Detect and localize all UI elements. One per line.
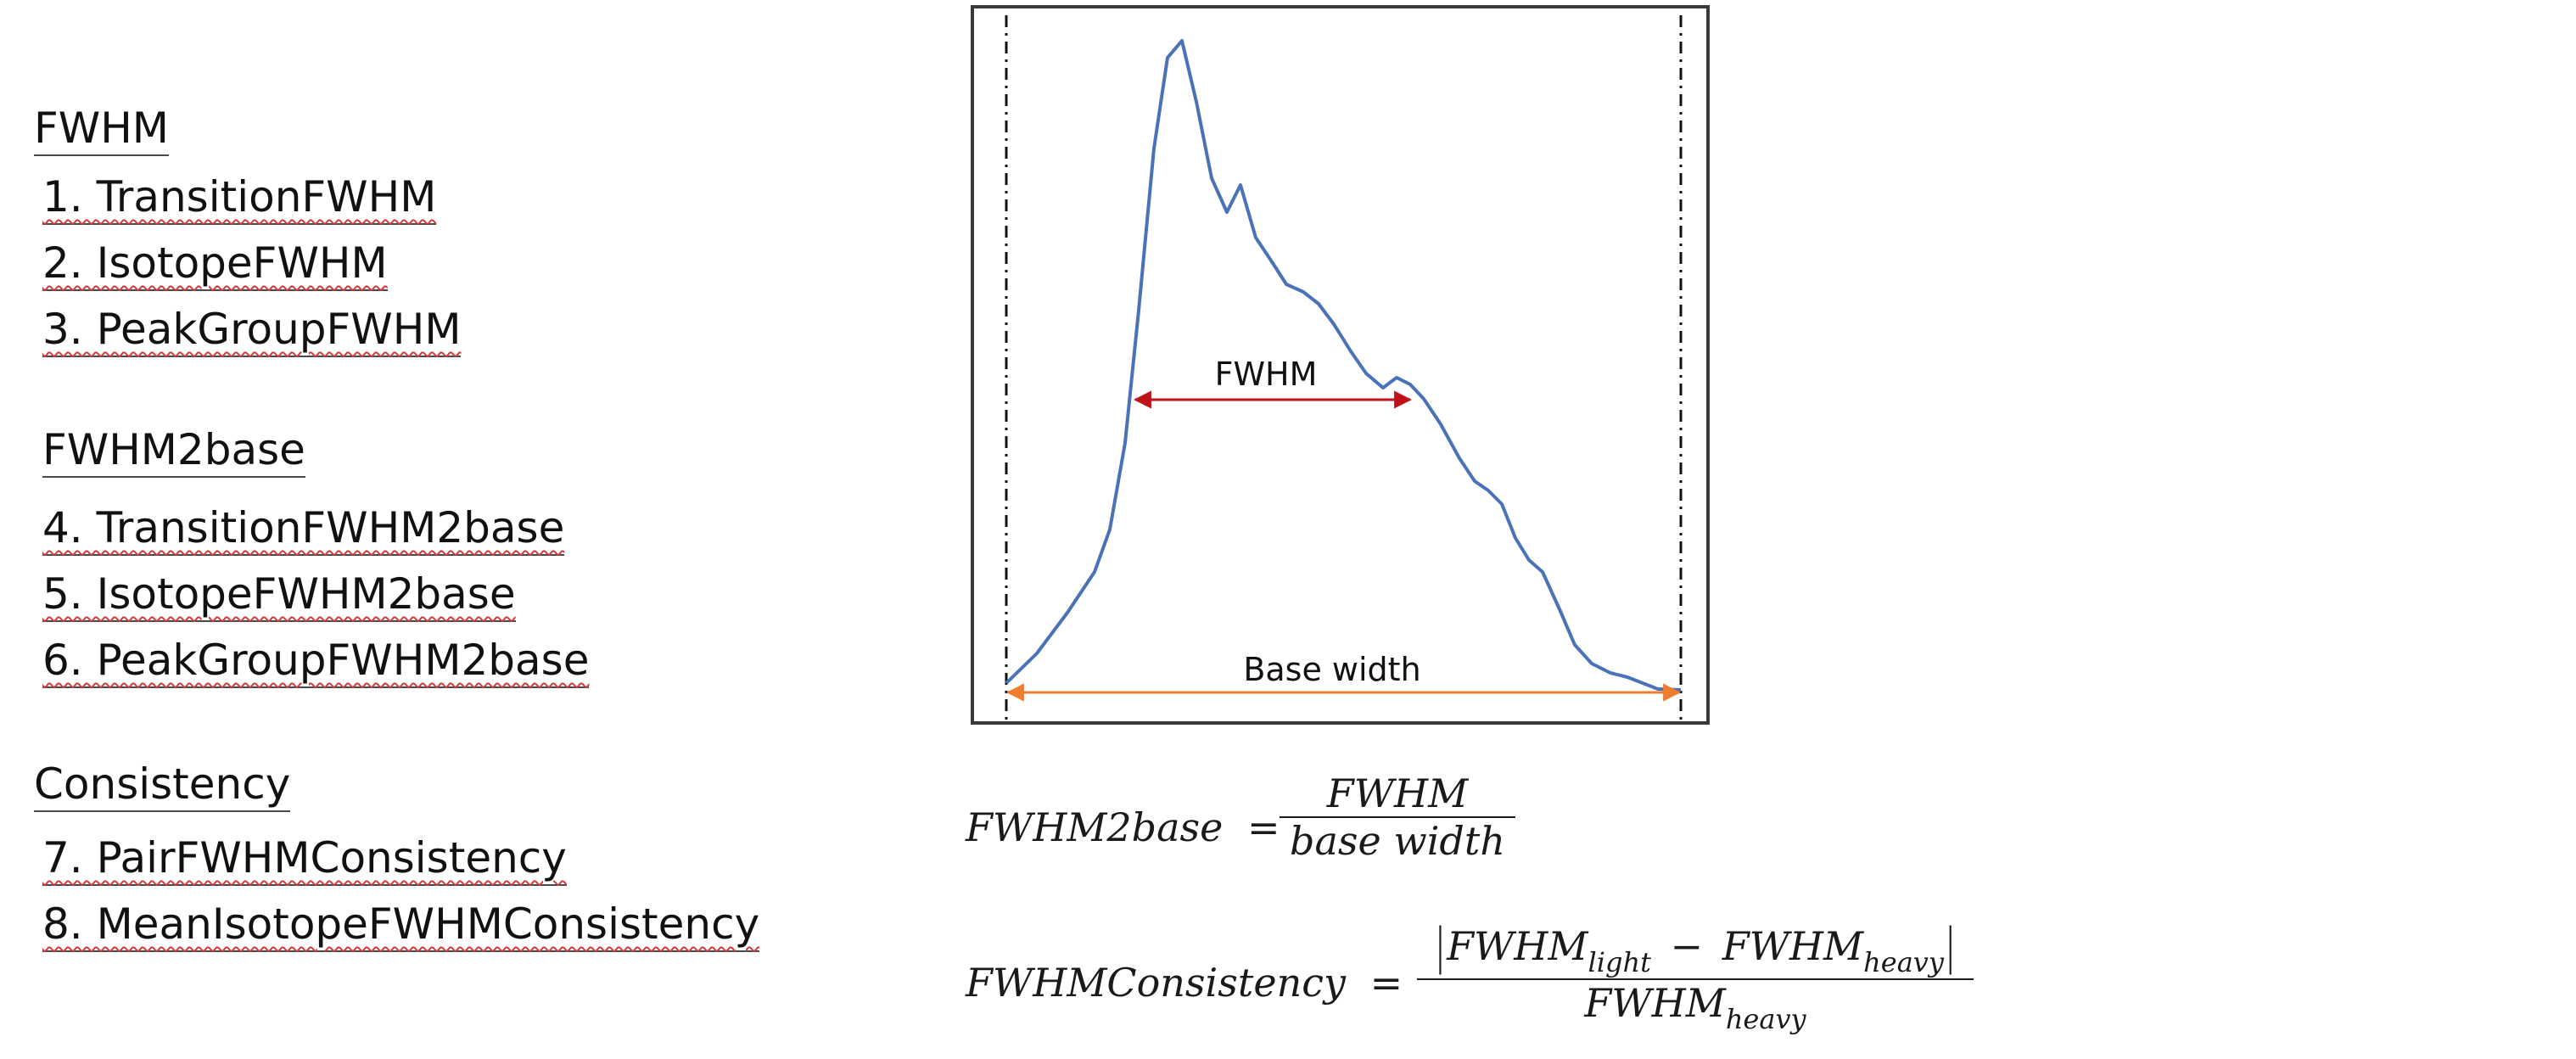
formula-consistency-equals: = <box>1369 960 1403 1006</box>
den-fwhm: FWHM <box>1584 980 1726 1026</box>
num-fwhm-2: FWHM <box>1722 923 1864 969</box>
list-item-label: 6. PeakGroupFWHM2base <box>42 635 590 688</box>
fwhm-label: FWHM <box>1215 356 1318 393</box>
formula-consistency-lhs: FWHMConsistency <box>966 960 1346 1006</box>
list-item-label: 4. TransitionFWHM2base <box>42 502 565 556</box>
fraction-bar <box>1280 816 1515 818</box>
formula-fwhm2base: FWHM2base = <box>966 804 1292 850</box>
heading-fwhm: FWHM <box>34 103 169 156</box>
fraction-bar <box>1417 978 1974 980</box>
num-fwhm-1: FWHM <box>1447 923 1588 969</box>
list-item-label: 3. PeakGroupFWHM <box>42 304 462 357</box>
formula-fwhm2base-denominator: base width <box>1290 818 1505 864</box>
list-item-transition-fwhm2base: 4. TransitionFWHM2base <box>42 502 565 556</box>
num-sub-light: light <box>1588 946 1651 978</box>
den-sub-heavy: heavy <box>1725 1003 1806 1035</box>
formula-fwhm2base-numerator: FWHM <box>1326 770 1469 816</box>
list-item-peakgroup-fwhm: 3. PeakGroupFWHM <box>42 304 462 357</box>
heading-fwhm-text: FWHM <box>34 103 169 156</box>
base-width-label: Base width <box>1243 651 1420 688</box>
formula-fwhm2base-fraction: FWHM base width <box>1280 770 1515 864</box>
formula-fwhm2base-equals: = <box>1247 804 1280 850</box>
list-item-label: 2. IsotopeFWHM <box>42 238 388 291</box>
list-item-transition-fwhm: 1. TransitionFWHM <box>42 171 437 225</box>
heading-fwhm2base-text: FWHM2base <box>42 424 305 478</box>
list-item-isotope-fwhm: 2. IsotopeFWHM <box>42 238 388 291</box>
list-item-label: 5. IsotopeFWHM2base <box>42 569 516 622</box>
abs-bar-left: | <box>1433 917 1448 975</box>
list-item-label: 1. TransitionFWHM <box>42 171 437 225</box>
list-item-isotope-fwhm2base: 5. IsotopeFWHM2base <box>42 569 516 622</box>
formula-consistency-numerator: |FWHMlight − FWHMheavy| <box>1427 917 1964 978</box>
minus-sign: − <box>1670 923 1704 969</box>
formula-consistency-fraction: |FWHMlight − FWHMheavy| FWHMheavy <box>1417 917 1974 1035</box>
chromatogram-peak-curve <box>1005 39 1682 692</box>
heading-fwhm2base: FWHM2base <box>42 424 305 478</box>
list-item-peakgroup-fwhm2base: 6. PeakGroupFWHM2base <box>42 635 590 688</box>
list-item-label: 7. PairFWHMConsistency <box>42 832 567 886</box>
formula-consistency-denominator: FWHMheavy <box>1577 980 1812 1035</box>
list-item-label: 8. MeanIsotopeFWHMConsistency <box>42 899 760 952</box>
formula-consistency: FWHMConsistency = <box>966 960 1414 1006</box>
abs-bar-right: | <box>1943 917 1957 975</box>
diagram-frame <box>971 5 1710 725</box>
list-item-mean-isotope-fwhm-consistency: 8. MeanIsotopeFWHMConsistency <box>42 899 760 952</box>
formula-fwhm2base-lhs: FWHM2base <box>966 804 1224 850</box>
list-item-pair-fwhm-consistency: 7. PairFWHMConsistency <box>42 832 567 886</box>
num-sub-heavy: heavy <box>1863 946 1944 978</box>
heading-consistency-text: Consistency <box>34 759 291 812</box>
heading-consistency: Consistency <box>34 759 291 812</box>
